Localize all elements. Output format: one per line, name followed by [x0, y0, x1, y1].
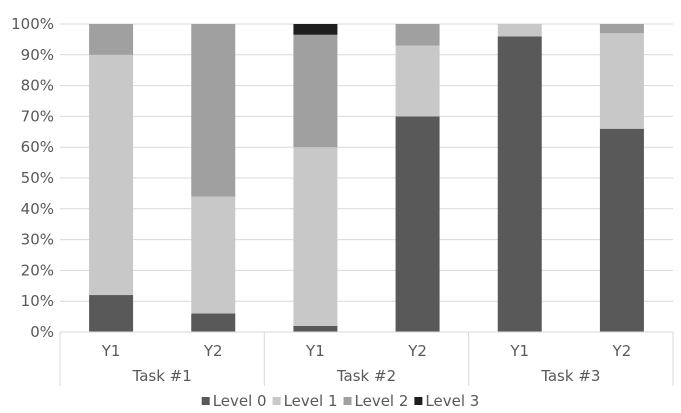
x-category-label: Y1	[509, 342, 529, 360]
bar-level-0	[599, 128, 644, 332]
x-category-label: Y2	[407, 342, 427, 360]
x-group-label: Task #2	[336, 367, 396, 385]
legend-label: Level 2	[355, 392, 409, 410]
y-tick-label: 10%	[21, 292, 54, 310]
bar-level-2	[191, 24, 236, 197]
bar-level-2	[599, 24, 644, 34]
bar-level-1	[293, 147, 338, 326]
legend-swatch	[343, 397, 352, 405]
y-tick-label: 70%	[21, 107, 54, 125]
bar-level-2	[293, 34, 338, 148]
legend-swatch	[201, 397, 210, 405]
y-tick-label: 30%	[21, 231, 54, 249]
legend-label: Level 0	[213, 392, 267, 410]
x-category-label: Y1	[101, 342, 121, 360]
bar-level-1	[395, 45, 440, 117]
bar-level-1	[497, 24, 542, 37]
bar-level-0	[395, 116, 440, 333]
x-category-label: Y2	[612, 342, 632, 360]
bar-level-0	[191, 313, 236, 332]
bar-level-3	[293, 24, 338, 35]
x-category-label: Y1	[305, 342, 325, 360]
y-tick-label: 20%	[21, 261, 54, 279]
y-tick-label: 60%	[21, 138, 54, 156]
bar-level-1	[599, 33, 644, 129]
y-tick-label: 100%	[11, 15, 54, 33]
y-tick-label: 0%	[30, 323, 54, 341]
bar-level-2	[395, 24, 440, 46]
bar-level-0	[293, 325, 338, 332]
legend-swatch	[414, 397, 423, 405]
x-group-label: Task #3	[540, 367, 600, 385]
legend-swatch	[272, 397, 281, 405]
y-tick-label: 80%	[21, 77, 54, 95]
bar-level-0	[89, 295, 134, 332]
legend-label: Level 1	[284, 392, 338, 410]
bar-level-1	[89, 54, 134, 296]
bar-level-1	[191, 196, 236, 314]
x-category-label: Y2	[203, 342, 223, 360]
bar-level-0	[497, 36, 542, 332]
bar-level-2	[89, 24, 134, 55]
y-tick-label: 50%	[21, 169, 54, 187]
y-tick-label: 40%	[21, 200, 54, 218]
x-group-label: Task #1	[132, 367, 192, 385]
legend-label: Level 3	[425, 392, 479, 410]
y-tick-label: 90%	[21, 46, 54, 64]
